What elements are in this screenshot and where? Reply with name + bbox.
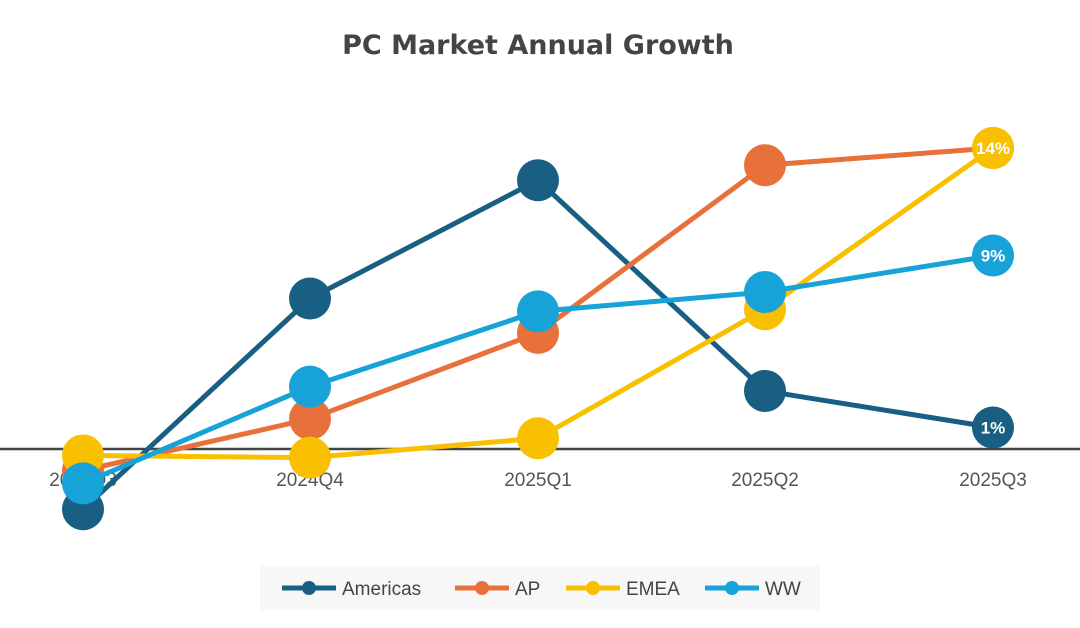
data-point [972, 406, 1014, 449]
legend-item-americas: Americas [282, 579, 421, 600]
data-point [744, 369, 786, 412]
data-point [62, 462, 104, 505]
data-label: 14% [976, 139, 1010, 158]
series-emea: 14% [62, 127, 1014, 479]
legend-swatch-marker [475, 581, 489, 595]
legend-item-ww: WW [705, 579, 801, 600]
data-point [744, 271, 786, 314]
legend-swatch-marker [302, 581, 316, 595]
legend-swatch-marker [725, 581, 739, 595]
series-americas: 1% [62, 159, 1014, 531]
x-tick-label: 2025Q2 [731, 470, 799, 491]
data-point [289, 365, 331, 408]
data-point [744, 144, 786, 187]
chart-title: PC Market Annual Growth [342, 30, 734, 61]
legend-label: Americas [342, 579, 421, 600]
data-label: 1% [981, 419, 1006, 438]
series-ww: 9% [62, 234, 1014, 505]
x-tick-label: 2025Q3 [959, 470, 1027, 491]
x-tick-label: 2025Q1 [504, 470, 572, 491]
data-point [289, 277, 331, 320]
data-point [972, 127, 1014, 169]
legend-swatch-marker [586, 581, 600, 595]
data-label: 9% [981, 247, 1006, 266]
data-point [517, 159, 559, 202]
data-point [972, 234, 1014, 277]
legend-item-ap: AP [455, 579, 540, 600]
legend-label: EMEA [626, 579, 680, 600]
data-point [517, 417, 559, 460]
legend-item-emea: EMEA [566, 579, 680, 600]
legend-label: AP [515, 579, 540, 600]
data-point [289, 397, 331, 440]
legend-label: WW [765, 579, 801, 600]
data-point [517, 290, 559, 333]
x-tick-label: 2024Q4 [276, 470, 344, 491]
data-point [289, 436, 331, 479]
